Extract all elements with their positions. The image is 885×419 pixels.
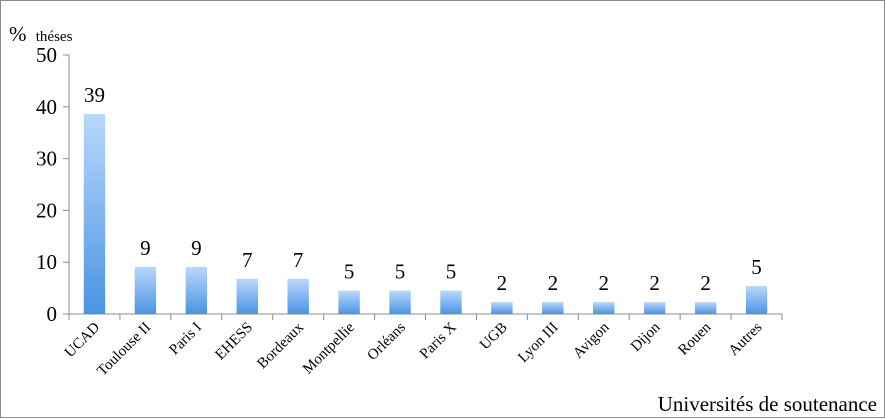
y-tick-label: 50 [36,43,57,67]
data-label: 2 [548,271,559,295]
data-label: 2 [700,271,711,295]
category-label: Dijon [628,319,664,355]
bar-rouen [694,302,717,314]
category-label: Montpellie [300,319,358,377]
data-labels: 39 9 9 7 7 5 5 5 2 2 2 2 2 5 [84,83,762,295]
data-label: 5 [751,255,762,279]
bar-paris-i [185,266,208,314]
data-label: 7 [293,248,304,272]
data-label: 2 [497,271,508,295]
category-label: Orléans [365,319,409,363]
y-tick-label: 0 [47,302,58,326]
bar-lyon-iii [542,302,564,314]
bar-dijon [643,302,666,314]
category-label: Avigon [570,319,613,362]
bar-ugb [491,302,513,314]
bar-autres [745,286,768,314]
category-label: Autres [726,319,766,359]
y-axis-title: % théses [9,22,73,46]
category-label: Toulouse II [94,320,154,380]
data-label: 9 [191,236,202,260]
data-label: 2 [649,271,660,295]
data-label: 39 [84,83,105,107]
category-label: Lyon III [515,320,561,366]
bar-toulouse-ii [134,266,157,314]
category-label: UGB [477,320,511,354]
bar-montpellie [338,290,360,314]
data-label: 5 [344,260,355,284]
bar-avigon [593,302,615,314]
category-label: EHESS [212,320,256,364]
category-label: UCAD [62,319,103,360]
data-label: 5 [446,260,457,284]
y-ticks: 0 10 20 30 40 50 [36,43,69,326]
bars [83,114,768,314]
data-label: 2 [599,271,610,295]
category-label: Paris I [166,320,205,359]
category-label: Bordeaux [254,319,307,372]
bar-bordeaux [287,278,309,314]
y-tick-label: 40 [36,95,57,119]
y-tick-label: 30 [36,147,57,171]
category-label: Rouen [675,319,714,358]
bar-ucad [83,114,106,314]
y-axis-unit-word: théses [36,29,73,45]
y-axis-unit-symbol: % [9,22,27,46]
bar-orléans [389,290,411,314]
data-label: 7 [242,248,253,272]
y-tick-label: 20 [36,198,57,222]
data-label: 5 [395,260,406,284]
x-axis-title: Universités de soutenance [658,392,877,416]
bar-ehess [236,278,258,314]
category-label: Paris X [417,319,460,362]
data-label: 9 [140,236,151,260]
bar-paris-x [440,290,462,314]
y-tick-label: 10 [36,250,57,274]
